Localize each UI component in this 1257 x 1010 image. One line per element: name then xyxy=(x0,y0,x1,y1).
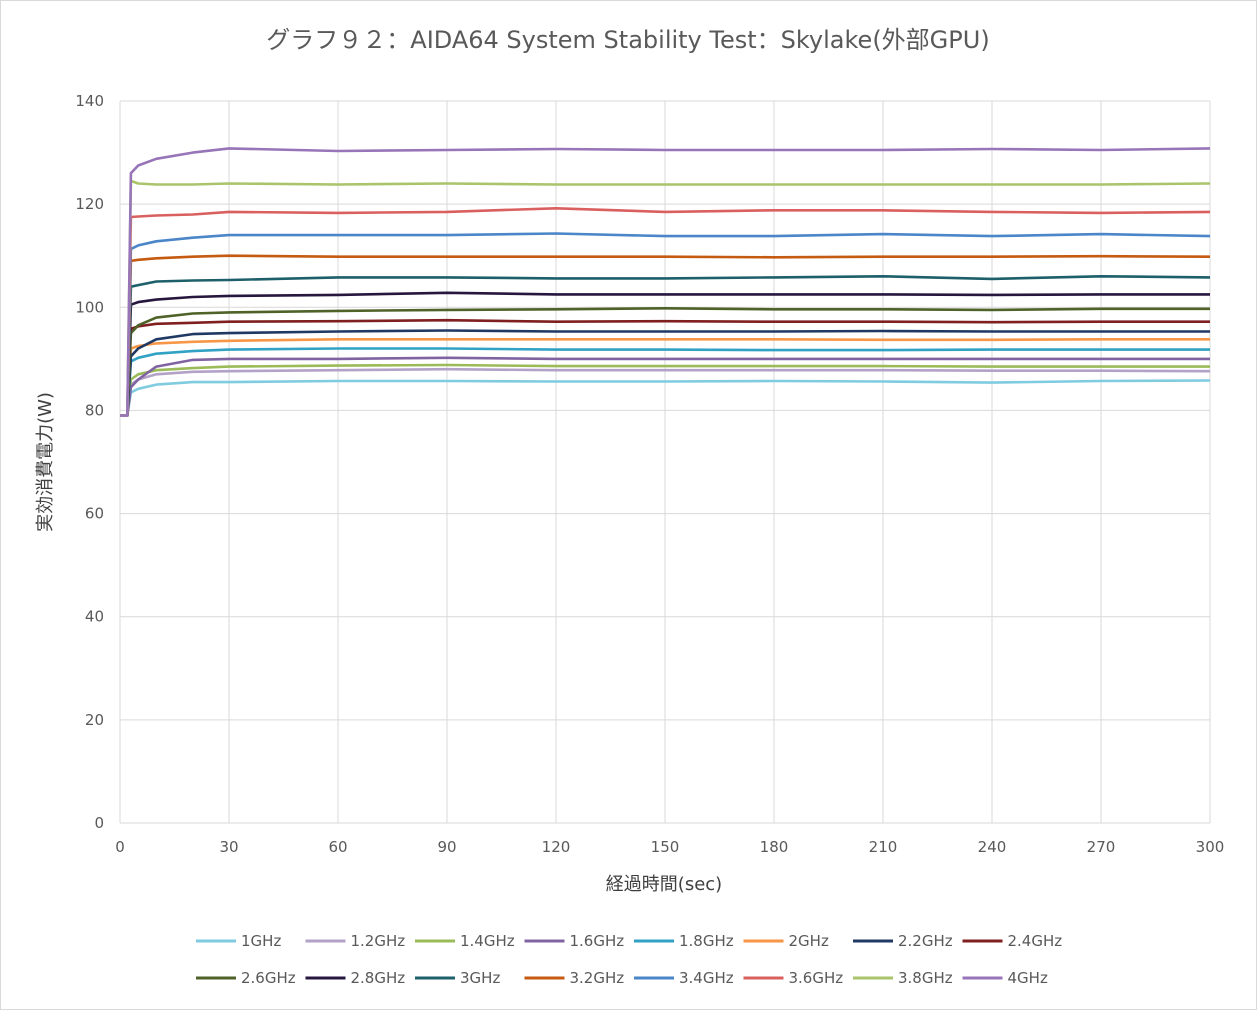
x-tick-label: 180 xyxy=(760,838,789,856)
grid-layer xyxy=(119,100,1211,824)
y-tick-label: 80 xyxy=(85,401,104,419)
series-line-2.2GHz xyxy=(120,329,1210,417)
legend-label: 3.8GHz xyxy=(898,969,953,987)
legend-label: 2.2GHz xyxy=(898,932,953,950)
series-layer xyxy=(120,147,1211,417)
legend-label: 1.4GHz xyxy=(460,932,515,950)
x-axis-label: 経過時間(sec) xyxy=(606,874,722,895)
y-tick-label: 0 xyxy=(94,814,104,832)
legend-label: 1.6GHz xyxy=(570,932,625,950)
series-line-2.8GHz xyxy=(120,291,1210,417)
y-tick-label: 100 xyxy=(75,298,104,316)
y-tick-label: 60 xyxy=(85,505,104,523)
legend-label: 3.6GHz xyxy=(789,969,844,987)
x-tick-label: 60 xyxy=(328,838,347,856)
x-tick-label: 210 xyxy=(869,838,898,856)
legend-label: 3GHz xyxy=(460,969,500,987)
y-tick-label: 40 xyxy=(85,608,104,626)
series-line-1.6GHz xyxy=(120,356,1210,417)
y-axis-label: 実効消費電力(W) xyxy=(35,392,56,532)
chart-title: グラフ９２：AIDA64 System Stability Test：Skyla… xyxy=(266,26,989,54)
x-tick-label: 150 xyxy=(651,838,680,856)
legend-label: 3.2GHz xyxy=(570,969,625,987)
x-tick-label: 0 xyxy=(115,838,125,856)
legend-label: 2GHz xyxy=(789,932,829,950)
series-line-3.6GHz xyxy=(120,207,1211,417)
legend-label: 2.8GHz xyxy=(351,969,406,987)
series-line-4GHz xyxy=(120,147,1211,417)
legend-label: 4GHz xyxy=(1008,969,1048,987)
legend-label: 2.4GHz xyxy=(1008,932,1063,950)
series-line-1.4GHz xyxy=(120,363,1210,417)
y-tick-label: 120 xyxy=(75,195,104,213)
series-line-2.6GHz xyxy=(120,307,1210,417)
legend-label: 3.4GHz xyxy=(679,969,734,987)
x-tick-label: 120 xyxy=(542,838,571,856)
legend-label: 1GHz xyxy=(241,932,281,950)
tick-layer: 0 20 40 60 80 100 120 140 0 30 60 90 120 150 180 210 240… xyxy=(75,92,1224,856)
legend-label: 2.6GHz xyxy=(241,969,296,987)
series-line-3.4GHz xyxy=(120,232,1211,417)
series-line-1GHz xyxy=(120,379,1211,417)
x-tick-label: 300 xyxy=(1196,838,1225,856)
legend: 1GHz 1.2GHz 1.4GHz 1.6GHz 1.8GHz 2GHz 2.2GHz 2.… xyxy=(196,932,1062,987)
series-line-3.8GHz xyxy=(120,179,1211,417)
y-tick-label: 20 xyxy=(85,711,104,729)
series-line-3GHz xyxy=(120,275,1211,417)
x-tick-label: 30 xyxy=(219,838,238,856)
x-tick-label: 240 xyxy=(978,838,1007,856)
series-line-2GHz xyxy=(120,338,1210,417)
legend-label: 1.8GHz xyxy=(679,932,734,950)
x-tick-label: 270 xyxy=(1087,838,1116,856)
x-tick-label: 90 xyxy=(437,838,456,856)
series-line-1.8GHz xyxy=(120,347,1210,417)
legend-label: 1.2GHz xyxy=(351,932,406,950)
series-line-3.2GHz xyxy=(120,254,1211,417)
y-tick-label: 140 xyxy=(75,92,104,110)
